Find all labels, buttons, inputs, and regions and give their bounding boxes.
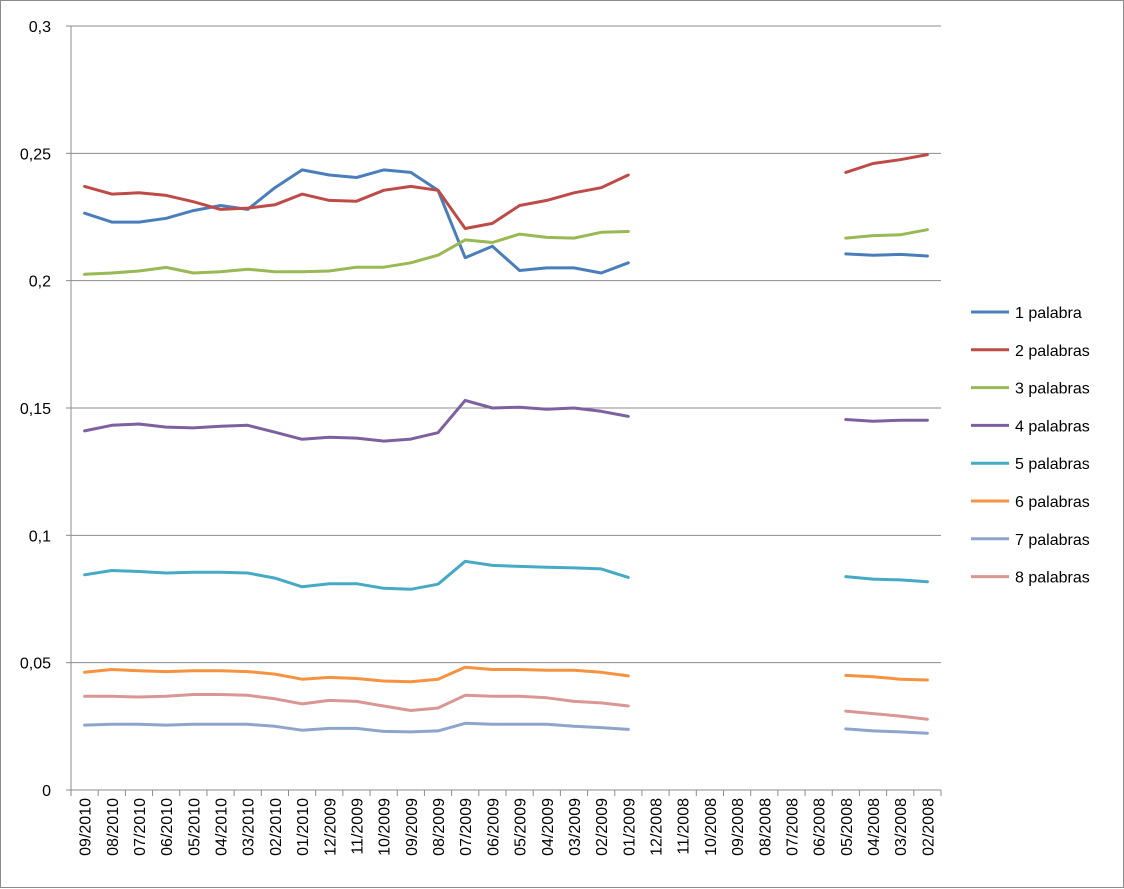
y-tick-label: 0: [42, 783, 51, 800]
x-tick-label: 08/2009: [431, 798, 448, 856]
legend-label: 4 palabras: [1015, 418, 1090, 435]
x-tick-label: 01/2010: [295, 798, 312, 856]
x-tick-label: 03/2010: [241, 798, 258, 856]
series-line-segment: [83, 230, 630, 276]
legend: 1 palabra 2 palabras 3 palabras 4 palabras 5…: [971, 305, 1090, 587]
legend-item: 8 palabras: [971, 570, 1090, 587]
x-tick-label: 11/2008: [676, 798, 693, 855]
x-tick-label: 04/2010: [214, 798, 231, 856]
x-tick-label: 02/2009: [594, 798, 611, 856]
series-2: [83, 153, 929, 230]
legend-item: 1 palabra: [971, 305, 1082, 322]
series-line-segment: [83, 693, 630, 712]
axes: [66, 25, 942, 796]
legend-label: 7 palabras: [1015, 532, 1090, 549]
legend-label: 2 palabras: [1015, 343, 1090, 360]
series-line-segment: [83, 168, 630, 275]
series-line-segment: [844, 727, 929, 735]
series-line-segment: [844, 673, 929, 682]
x-tick-label: 04/2009: [540, 798, 557, 856]
x-tick-label: 06/2010: [159, 798, 176, 856]
legend-item: 2 palabras: [971, 343, 1090, 360]
x-tick-label: 05/2009: [513, 798, 530, 856]
y-tick-label: 0,2: [29, 274, 51, 291]
legend-label: 6 palabras: [1015, 494, 1090, 511]
legend-item: 4 palabras: [971, 418, 1090, 435]
x-tick-label: 03/2008: [893, 798, 910, 856]
x-tick-label: 12/2009: [322, 798, 339, 856]
series-lines: [83, 153, 929, 735]
series-line-segment: [844, 575, 929, 584]
x-tick-label: 12/2008: [649, 798, 666, 856]
series-line-segment: [83, 398, 630, 443]
series-line-segment: [83, 721, 630, 734]
series-line-segment: [844, 709, 929, 721]
series-6: [83, 665, 929, 684]
legend-item: 3 palabras: [971, 381, 1090, 398]
series-1: [83, 168, 929, 275]
x-tick-label: 03/2009: [567, 798, 584, 856]
x-tick-label: 10/2008: [703, 798, 720, 856]
x-tick-label: 02/2010: [268, 798, 285, 856]
legend-item: 5 palabras: [971, 456, 1090, 473]
y-tick-labels: 0 0,05 0,1 0,15 0,2 0,25 0,3: [20, 19, 51, 800]
x-tick-label: 08/2010: [105, 798, 122, 856]
legend-label: 5 palabras: [1015, 456, 1090, 473]
y-tick-label: 0,05: [20, 656, 51, 673]
series-4: [83, 398, 929, 443]
series-line-segment: [83, 173, 630, 230]
series-3: [83, 228, 929, 276]
y-tick-label: 0,25: [20, 146, 51, 163]
x-tick-label: 07/2008: [784, 798, 801, 856]
x-tick-label: 07/2009: [458, 798, 475, 856]
x-tick-label: 06/2008: [812, 798, 829, 856]
series-7: [83, 721, 929, 735]
x-tick-label: 09/2008: [730, 798, 747, 856]
x-tick-label: 09/2009: [404, 798, 421, 856]
x-tick-label: 01/2009: [621, 798, 638, 856]
series-line-segment: [844, 228, 929, 240]
x-tick-label: 06/2009: [485, 798, 502, 856]
legend-label: 3 palabras: [1015, 381, 1090, 398]
x-tick-label: 07/2010: [132, 798, 149, 856]
y-tick-label: 0,3: [29, 19, 51, 36]
series-line-segment: [844, 252, 929, 258]
series-line-segment: [844, 418, 929, 423]
legend-label: 8 palabras: [1015, 570, 1090, 587]
x-tick-label: 09/2010: [78, 798, 95, 856]
x-tick-label: 04/2008: [866, 798, 883, 856]
x-tick-labels: 09/2010 08/2010 07/2010 06/2010 05/2010 04/20…: [78, 798, 938, 856]
legend-item: 6 palabras: [971, 494, 1090, 511]
x-tick-label: 02/2008: [920, 798, 937, 856]
series-5: [83, 559, 929, 591]
x-tick-label: 08/2008: [757, 798, 774, 856]
legend-item: 7 palabras: [971, 532, 1090, 549]
series-line-segment: [844, 153, 929, 174]
series-8: [83, 693, 929, 721]
x-tick-label: 05/2010: [186, 798, 203, 856]
x-tick-label: 11/2009: [349, 798, 366, 855]
x-tick-label: 05/2008: [839, 798, 856, 856]
series-line-segment: [83, 559, 630, 591]
x-tick-label: 10/2009: [377, 798, 394, 856]
legend-label: 1 palabra: [1015, 305, 1082, 322]
series-line-segment: [83, 665, 630, 684]
y-tick-label: 0,1: [29, 528, 51, 545]
y-tick-label: 0,15: [20, 401, 51, 418]
